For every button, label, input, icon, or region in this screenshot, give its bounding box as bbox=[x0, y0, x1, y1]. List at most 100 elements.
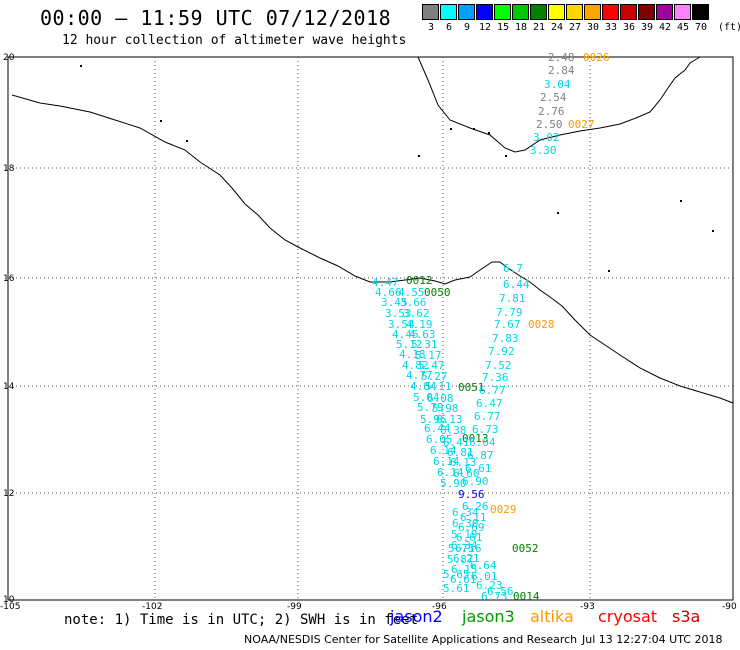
lon-label: -105 bbox=[0, 602, 20, 612]
legend-label: 30 bbox=[586, 22, 600, 33]
swh-value-label: 6.87 bbox=[467, 449, 494, 462]
island bbox=[160, 120, 162, 122]
swh-value-label: 7.52 bbox=[485, 359, 512, 372]
swh-value-label: 7.81 bbox=[499, 292, 526, 305]
swh-value-label: 6.56 bbox=[487, 585, 514, 598]
satellite-jason2: jason2 bbox=[390, 607, 443, 626]
swh-value-label: 6.13 bbox=[436, 413, 463, 426]
swh-value-label: 6.13 bbox=[450, 456, 477, 469]
satellite-cryosat: cryosat bbox=[598, 607, 658, 626]
swh-value-label: 6.81 bbox=[447, 446, 474, 459]
lon-label: -99 bbox=[287, 602, 302, 612]
swh-value-label: 6.90 bbox=[462, 475, 489, 488]
track-time-label: 0028 bbox=[528, 318, 555, 331]
swh-value-label: 6.44 bbox=[424, 422, 451, 435]
map-grid bbox=[8, 57, 733, 600]
swh-value-label: 6.38 bbox=[440, 424, 467, 437]
swh-value-label: 4.77 bbox=[406, 369, 433, 382]
legend-swatch bbox=[620, 4, 637, 20]
swh-value-label: 2.54 bbox=[540, 91, 567, 104]
lon-label: -90 bbox=[722, 602, 737, 612]
island bbox=[418, 155, 420, 157]
track-time-label: 0012 bbox=[406, 274, 433, 287]
footer-credit: NOAA/NESDIS Center for Satellite Applica… bbox=[244, 633, 578, 646]
swh-value-label: 7.83 bbox=[492, 332, 519, 345]
swh-value-label: 3.54 bbox=[388, 318, 415, 331]
swh-value-label: 5.75 bbox=[448, 542, 475, 555]
swh-value-label: 6.15 bbox=[451, 563, 478, 576]
swh-value-label: 5.98 bbox=[432, 402, 459, 415]
swh-value-label: 4.82 bbox=[402, 359, 429, 372]
footer-note: note: 1) Time is in UTC; 2) SWH is in fe… bbox=[64, 612, 419, 628]
lat-label: 10 bbox=[3, 595, 15, 605]
island bbox=[488, 132, 490, 134]
legend-swatch bbox=[584, 4, 601, 20]
swh-value-label: 2.48 bbox=[548, 51, 575, 64]
swh-value-label: 3.02 bbox=[533, 131, 560, 144]
legend-label: 18 bbox=[514, 22, 528, 33]
legend-label: 33 bbox=[604, 22, 618, 33]
island bbox=[80, 65, 82, 67]
island bbox=[712, 230, 714, 232]
track-time-label: 0051 bbox=[458, 381, 485, 394]
island bbox=[186, 140, 188, 142]
swh-value-label: 5.27 bbox=[421, 370, 448, 383]
swh-value-label: 6.64 bbox=[470, 559, 497, 572]
legend-label: 3 bbox=[427, 22, 435, 33]
map-title: 00:00 — 11:59 UTC 07/12/2018 bbox=[40, 6, 392, 30]
swh-value-label: 6.21 bbox=[453, 552, 480, 565]
swh-value-label: 4.19 bbox=[406, 318, 433, 331]
legend-swatch bbox=[440, 4, 457, 20]
satellite-s3a: s3a bbox=[672, 607, 701, 626]
island bbox=[505, 155, 507, 157]
map-border bbox=[7, 56, 734, 601]
swh-value-label: 5.61 bbox=[443, 582, 470, 595]
swh-value-label: 6.73 bbox=[481, 590, 508, 603]
gulf-coastline bbox=[417, 56, 701, 153]
legend-swatch bbox=[638, 4, 655, 20]
swh-value-label: 2.76 bbox=[538, 105, 565, 118]
track-time-label: 0052 bbox=[512, 542, 539, 555]
legend-swatch bbox=[458, 4, 475, 20]
swh-value-label: 6.01 bbox=[471, 570, 498, 583]
legend-label: 36 bbox=[622, 22, 636, 33]
swh-value-label: 3.66 bbox=[400, 296, 427, 309]
swh-value-label: 4.47 bbox=[372, 276, 399, 289]
island bbox=[450, 128, 452, 130]
axis-labels: 20 18 16 14 12 10-105 -102 -99 -96 -93 -90 bbox=[0, 53, 737, 612]
swh-value-label: 6.69 bbox=[458, 521, 485, 534]
swh-value-label: 6.08 bbox=[427, 392, 454, 405]
swh-value-label: 2.84 bbox=[548, 64, 575, 77]
pacific-coastline bbox=[11, 94, 734, 404]
legend-swatch bbox=[512, 4, 529, 20]
legend-swatch bbox=[566, 4, 583, 20]
legend-unit: (ft) bbox=[718, 22, 740, 33]
track-time-label: 0050 bbox=[424, 286, 451, 299]
legend-label: 70 bbox=[694, 22, 708, 33]
swh-value-label: 7.92 bbox=[488, 345, 515, 358]
map-subtitle: 12 hour collection of altimeter wave hei… bbox=[62, 33, 407, 48]
satellite-altika: altika bbox=[530, 607, 574, 626]
swh-value-label: 4.18 bbox=[399, 348, 426, 361]
legend-label: 24 bbox=[550, 22, 564, 33]
swh-value-label: 4.84 bbox=[410, 380, 437, 393]
island bbox=[557, 212, 559, 214]
lat-label: 18 bbox=[3, 164, 15, 174]
legend-label: 27 bbox=[568, 22, 582, 33]
legend-label: 45 bbox=[676, 22, 690, 33]
swh-value-label: 6.34 bbox=[452, 506, 479, 519]
swh-value-label: 4.55 bbox=[398, 286, 425, 299]
legend-swatch bbox=[494, 4, 511, 20]
swh-value-label: 6.30 bbox=[452, 517, 479, 530]
swh-value-label: 7.36 bbox=[482, 371, 509, 384]
swh-value-label: 3.04 bbox=[544, 78, 571, 91]
lon-label: -96 bbox=[432, 602, 447, 612]
swh-value-label: 3.53 bbox=[385, 307, 412, 320]
swh-value-label: 6.16 bbox=[455, 542, 482, 555]
legend-swatch bbox=[548, 4, 565, 20]
swh-value-label: 4.66 bbox=[375, 286, 402, 299]
swh-value-label: 5.12 bbox=[396, 338, 423, 351]
